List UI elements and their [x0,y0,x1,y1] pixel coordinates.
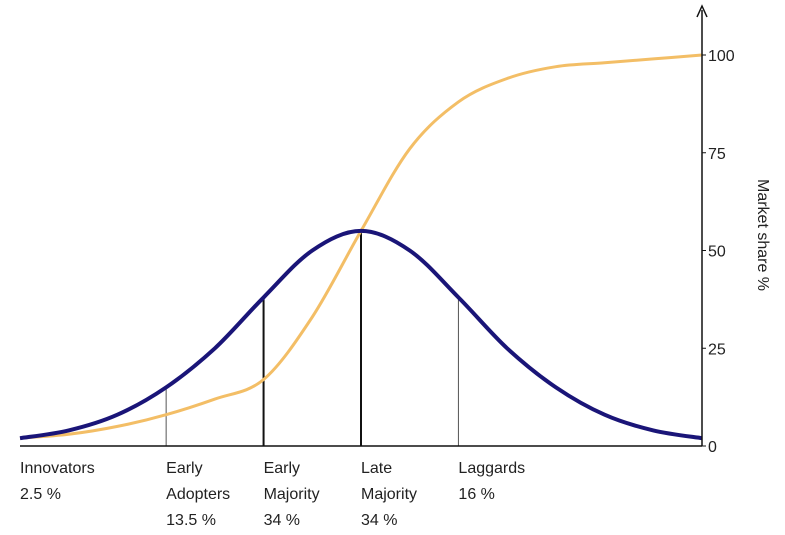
adoption-bell-curve [19,228,703,441]
y-tick-label-0: 0 [708,439,717,456]
y-tick-label-25: 25 [708,341,726,358]
y-tick-label-100: 100 [708,48,735,65]
category-label-5: Laggards 16 % [458,460,525,503]
category-label-4: Late Majority 34 % [361,460,417,529]
category-label-1: Innovators 2.5 % [20,460,95,503]
y-axis-title: Market share % [754,179,771,291]
category-label-3: Early Majority 34 % [264,460,320,529]
y-tick-label-75: 75 [708,146,726,163]
y-tick-label-50: 50 [708,244,726,261]
category-label-2: Early Adopters 13.5 % [166,460,230,529]
y-axis-arrow-icon [696,4,708,18]
